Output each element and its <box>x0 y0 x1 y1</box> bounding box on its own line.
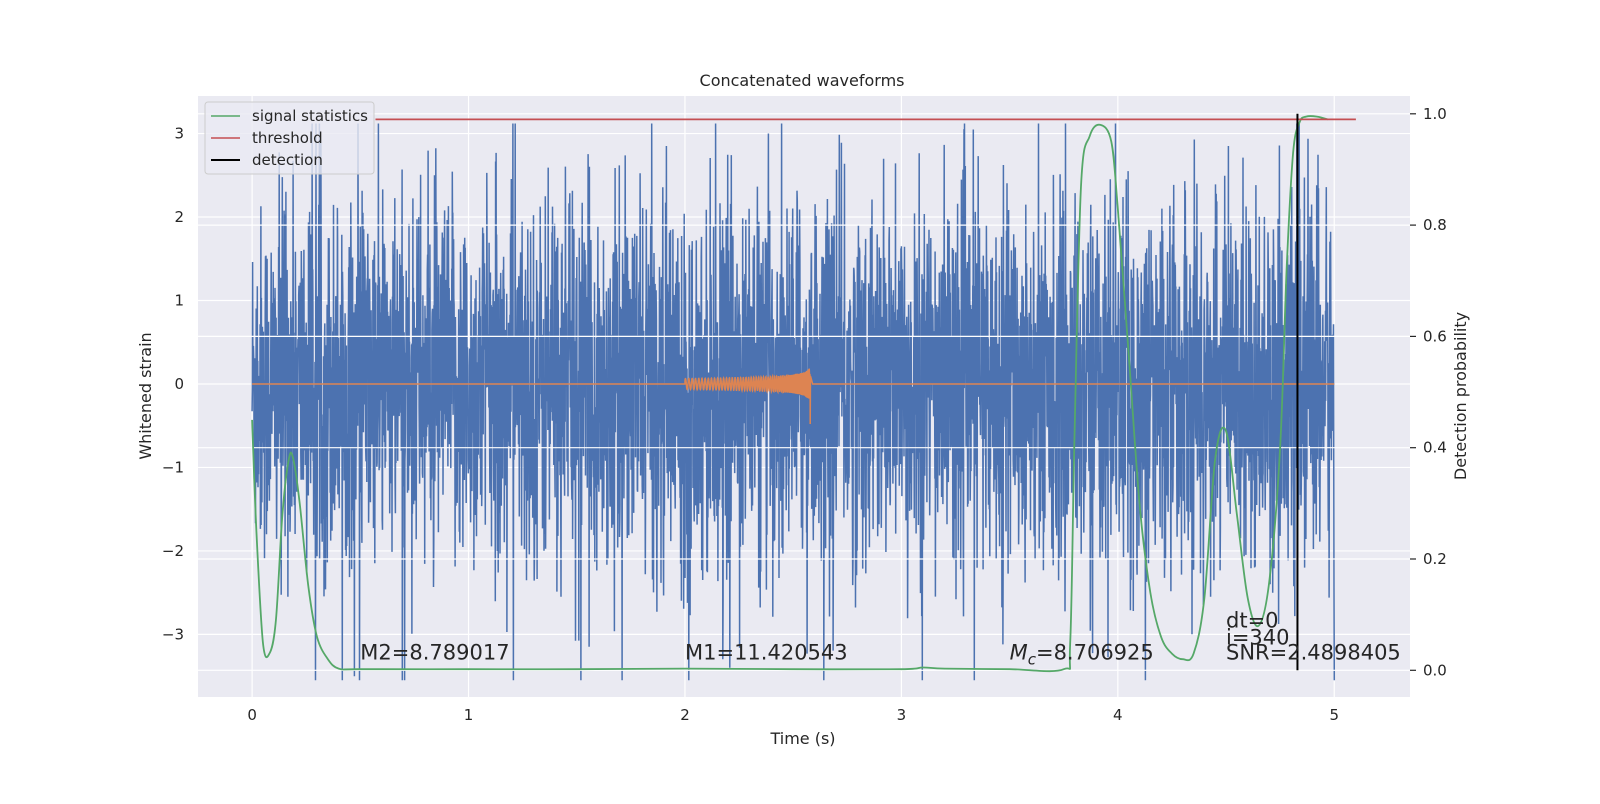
right-y-tick-label: 1.0 <box>1423 105 1447 123</box>
right-y-tick-label: 0.2 <box>1423 550 1447 568</box>
y-tick-label: −1 <box>162 458 184 476</box>
annotation-snr: SNR=2.4898405 <box>1226 640 1401 664</box>
annotations: M2=8.789017 M1=11.420543 Mc=8.706925 dt=… <box>360 609 1400 669</box>
legend: signal statistics threshold detection <box>204 101 375 175</box>
legend-label-detection: detection <box>252 151 323 169</box>
annotation-mc-subscript: c <box>1028 650 1037 668</box>
y-tick-label: 0 <box>174 375 184 393</box>
strain-line <box>251 123 1336 681</box>
x-tick-label: 1 <box>464 706 474 724</box>
x-axis-label: Time (s) <box>769 729 835 748</box>
right-y-tick-label: 0.0 <box>1423 661 1447 679</box>
template-line <box>252 368 1335 425</box>
y-tick-label: 3 <box>174 125 184 143</box>
annotation-m2: M2=8.789017 <box>360 640 509 664</box>
y-tick-label: 1 <box>174 292 184 310</box>
right-axis-grid <box>198 113 1410 671</box>
annotation-mc-value: =8.706925 <box>1036 640 1154 664</box>
x-tick-label: 4 <box>1113 706 1123 724</box>
annotation-mc-symbol: M <box>1010 640 1028 664</box>
y-tick-label: 2 <box>174 208 184 226</box>
right-y-tick-label: 0.4 <box>1423 439 1447 457</box>
template-chirp-series <box>252 368 1335 425</box>
x-tick-label: 3 <box>897 706 907 724</box>
strain-noise-series <box>251 123 1336 681</box>
annotation-mc: Mc=8.706925 <box>1010 640 1154 668</box>
y-axis-label: Whitened strain <box>136 332 155 459</box>
legend-label-signal-statistics: signal statistics <box>252 107 368 125</box>
annotation-dt: dt=0 <box>1226 609 1279 633</box>
annotation-i: i=340 <box>1226 625 1290 649</box>
axis-ticks: 0 1 2 3 4 5 −3 −2 −1 0 1 2 3 0.0 0.2 0.4 0.6 0.8 1.0 <box>162 105 1447 724</box>
legend-label-threshold: threshold <box>252 129 323 147</box>
annotation-m1: M1=11.420543 <box>685 640 848 664</box>
legend-frame <box>204 101 375 175</box>
y-tick-label: −3 <box>162 625 184 643</box>
x-tick-label: 5 <box>1329 706 1339 724</box>
right-y-tick-label: 0.8 <box>1423 216 1447 234</box>
x-tick-label: 2 <box>680 706 690 724</box>
signal-statistics-line <box>251 115 1329 673</box>
right-y-tick-label: 0.6 <box>1423 327 1447 345</box>
signal-statistics-series <box>251 113 1356 673</box>
y-tick-label: −2 <box>162 542 184 560</box>
y-axis-right-label: Detection probability <box>1451 312 1470 480</box>
x-tick-label: 0 <box>247 706 257 724</box>
chart-title: Concatenated waveforms <box>700 71 905 90</box>
